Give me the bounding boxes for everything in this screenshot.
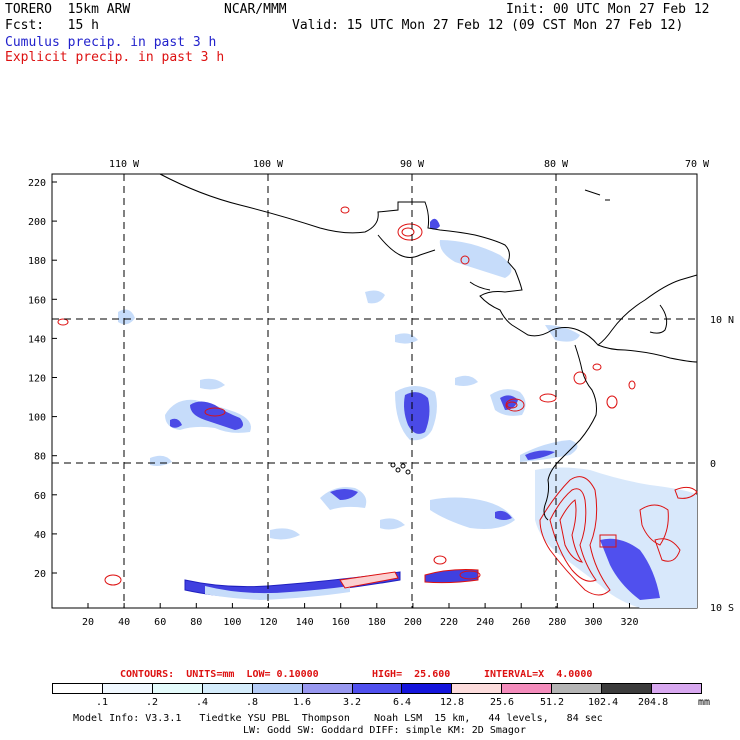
colorbar-swatch	[602, 684, 653, 693]
y-axis-ticks: 220 200 180 160 140 120 100 80 60 40 20	[28, 178, 57, 580]
colorbar-swatch	[102, 684, 153, 693]
x-tick-label: 40	[118, 617, 130, 628]
x-tick-label: 120	[259, 617, 277, 628]
southern-band-east	[424, 569, 479, 584]
andes-precip-core	[600, 538, 660, 600]
coastlines	[159, 173, 698, 521]
lon-label: 70 W	[685, 159, 710, 170]
y-tick-label: 140	[28, 334, 46, 345]
colorbar-label: 51.2	[539, 697, 565, 708]
x-tick-label: 300	[584, 617, 602, 628]
y-tick-label: 40	[34, 530, 46, 541]
colorbar-label: .2	[145, 697, 159, 708]
lat-label: 10 S	[710, 603, 734, 614]
colorbar-swatch	[302, 684, 353, 693]
y-tick-label: 20	[34, 569, 46, 580]
y-tick-label: 200	[28, 217, 46, 228]
lon-label: 100 W	[253, 159, 284, 170]
lat-label: 10 N	[710, 315, 734, 326]
valid-time: Valid: 15 UTC Mon 27 Feb 12 (09 CST Mon …	[292, 18, 684, 33]
colorbar-swatch	[502, 684, 553, 693]
lon-label: 80 W	[544, 159, 569, 170]
x-axis-ticks: 20 40 60 80 100 120 140 160 180 200 220 240 260 280 30…	[82, 603, 639, 628]
colorbar-label: .8	[245, 697, 259, 708]
init-time: Init: 00 UTC Mon 27 Feb 12	[506, 2, 710, 17]
colorbar-swatch	[402, 684, 453, 693]
y-tick-label: 60	[34, 491, 46, 502]
lat-label: 0	[710, 459, 716, 470]
x-tick-label: 180	[368, 617, 386, 628]
model-info: Model Info: V3.3.1 Tiedtke YSU PBL Thomp…	[73, 713, 603, 724]
forecast-hour: Fcst: 15 h	[5, 18, 99, 33]
y-tick-label: 120	[28, 374, 46, 385]
physics-info: LW: Godd SW: Goddard DIFF: simple KM: 2D…	[243, 725, 526, 736]
colorbar-swatch	[202, 684, 253, 693]
colorbar-label: 3.2	[342, 697, 362, 708]
x-tick-label: 20	[82, 617, 94, 628]
colorbar-label: 12.8	[439, 697, 465, 708]
contour-interval: INTERVAL=X 4.0000	[484, 669, 593, 680]
lon-label: 90 W	[400, 159, 425, 170]
colorbar-swatch	[252, 684, 303, 693]
y-tick-label: 80	[34, 452, 46, 463]
colorbar-swatch	[53, 684, 103, 693]
colorbar-swatch	[652, 684, 701, 693]
x-tick-label: 80	[190, 617, 202, 628]
x-tick-label: 160	[332, 617, 350, 628]
colorbar-swatch	[552, 684, 603, 693]
x-tick-label: 220	[440, 617, 458, 628]
x-tick-label: 100	[223, 617, 241, 628]
precip-colorbar	[52, 683, 702, 694]
colorbar-label: .4	[195, 697, 209, 708]
explicit-legend: Explicit precip. in past 3 h	[5, 50, 225, 65]
colorbar-label: 25.6	[489, 697, 515, 708]
x-tick-label: 200	[404, 617, 422, 628]
y-tick-label: 160	[28, 295, 46, 306]
cumulus-legend: Cumulus precip. in past 3 h	[5, 35, 217, 50]
colorbar-label: 102.4	[588, 697, 619, 708]
colorbar-swatch	[452, 684, 503, 693]
contour-units: CONTOURS: UNITS=mm LOW= 0.10000	[120, 669, 319, 680]
colorbar-unit: mm	[698, 697, 711, 708]
colorbar-swatch	[152, 684, 203, 693]
colorbar-label: 204.8	[638, 697, 669, 708]
x-tick-label: 320	[620, 617, 638, 628]
longitude-labels: 110 W 100 W 90 W 80 W 70 W	[109, 159, 710, 170]
model-name: TORERO 15km ARW	[5, 2, 131, 17]
x-tick-label: 240	[476, 617, 494, 628]
contour-high: HIGH= 25.600	[372, 669, 451, 680]
southern-band-explicit	[339, 571, 399, 589]
y-tick-label: 220	[28, 178, 46, 189]
y-tick-label: 100	[28, 413, 46, 424]
southern-band-light	[205, 586, 350, 600]
x-tick-label: 60	[154, 617, 166, 628]
lon-label: 110 W	[109, 159, 140, 170]
x-tick-label: 140	[296, 617, 314, 628]
colorbar-labels: .1 .2 .4 .8 1.6 3.2 6.4 12.8 25.6 51.2 102.4 204.8	[0, 697, 740, 711]
colorbar-label: .1	[95, 697, 109, 708]
colorbar-swatch	[352, 684, 403, 693]
x-tick-label: 280	[548, 617, 566, 628]
x-tick-label: 260	[512, 617, 530, 628]
explicit-precip-contours	[57, 206, 698, 596]
latitude-labels: 10 N 0 10 S	[710, 315, 734, 614]
colorbar-label: 1.6	[292, 697, 312, 708]
organization: NCAR/MMM	[224, 2, 287, 17]
lat-lon-grid	[52, 174, 697, 608]
colorbar-label: 6.4	[392, 697, 412, 708]
y-tick-label: 180	[28, 256, 46, 267]
